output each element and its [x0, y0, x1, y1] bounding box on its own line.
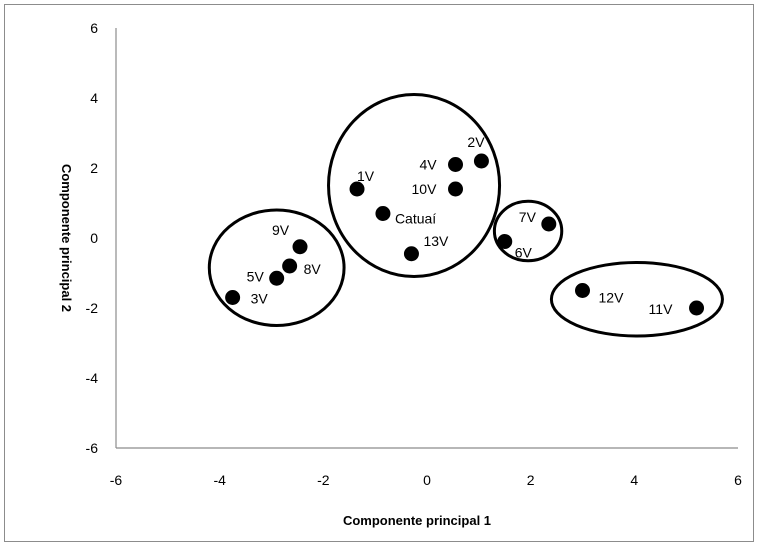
data-point — [448, 181, 464, 197]
point-label: 5V — [247, 268, 265, 284]
data-point — [349, 181, 365, 197]
x-tick-label: 2 — [527, 472, 535, 488]
point-label: 11V — [649, 301, 674, 317]
point-label: 6V — [515, 245, 533, 261]
x-tick-labels: -6 -4 -2 0 2 4 6 — [110, 472, 742, 488]
data-point — [403, 246, 419, 262]
y-tick-label: -6 — [86, 440, 99, 456]
y-tick-label: 2 — [90, 160, 98, 176]
data-point — [282, 258, 298, 274]
point-label: 7V — [519, 209, 537, 225]
x-axis-title: Componente principal 1 — [343, 513, 491, 528]
point-label: 9V — [272, 222, 290, 238]
x-tick-label: -2 — [317, 472, 330, 488]
y-tick-label: -2 — [86, 300, 99, 316]
y-tick-label: -4 — [86, 370, 99, 386]
y-axis-title: Componente principal 2 — [59, 164, 74, 312]
x-tick-label: -4 — [213, 472, 226, 488]
point-label: 10V — [412, 181, 438, 197]
point-label: 1V — [357, 168, 375, 184]
point-label: 4V — [420, 157, 438, 173]
data-point — [541, 216, 557, 232]
chart-frame — [4, 4, 754, 542]
cluster-ellipse-1 — [207, 208, 346, 327]
y-tick-label: 6 — [90, 20, 98, 36]
data-point — [689, 300, 705, 316]
cluster-ellipse-4 — [549, 261, 724, 338]
cluster-ellipses — [207, 93, 724, 338]
point-label: Catuaí — [395, 211, 436, 227]
axes — [115, 28, 738, 449]
data-point — [225, 290, 241, 305]
data-point — [375, 206, 391, 221]
y-tick-labels: -6 -4 -2 0 2 4 6 — [86, 20, 99, 456]
data-point — [448, 157, 464, 172]
point-label: 13V — [423, 233, 449, 249]
cluster-ellipse-3 — [492, 199, 564, 263]
point-label: 8V — [304, 261, 322, 277]
x-tick-label: -6 — [110, 472, 123, 488]
point-label: 3V — [251, 291, 269, 307]
point-label: 2V — [467, 134, 485, 150]
point-labels: 1V 2V 3V 4V 5V 6V 7V 8V 9V 10V 11V 12V 13V Catuaí — [247, 134, 673, 317]
data-point — [292, 239, 308, 255]
x-tick-label: 0 — [423, 472, 431, 488]
y-tick-label: 4 — [90, 90, 98, 106]
y-tick-label: 0 — [90, 230, 98, 246]
data-point — [473, 153, 489, 169]
cluster-ellipse-2 — [327, 93, 502, 278]
x-tick-label: 4 — [630, 472, 638, 488]
data-point — [269, 270, 285, 286]
x-tick-label: 6 — [734, 472, 742, 488]
point-label: 12V — [599, 290, 625, 306]
data-point — [575, 283, 590, 298]
data-point — [497, 234, 513, 249]
data-points — [225, 153, 705, 316]
